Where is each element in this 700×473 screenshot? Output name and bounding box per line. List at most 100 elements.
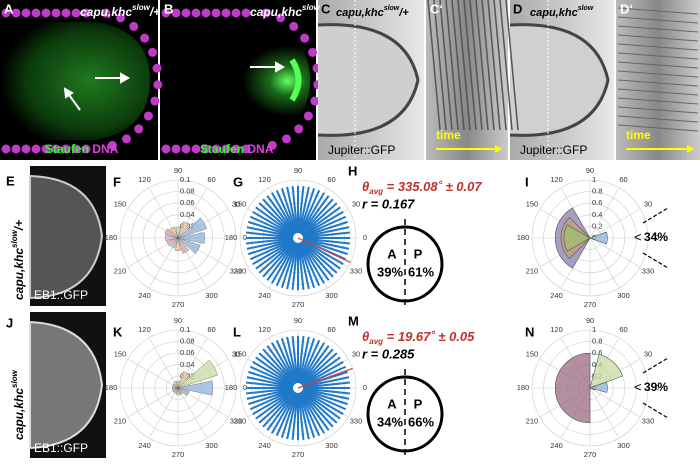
nucleus bbox=[150, 96, 160, 106]
angle-label: 120 bbox=[550, 325, 563, 334]
angle-label: 210 bbox=[114, 266, 127, 275]
angle-label: 300 bbox=[325, 291, 338, 300]
nuclei bbox=[1, 8, 323, 154]
streak bbox=[505, 0, 519, 131]
nucleus bbox=[152, 63, 162, 73]
time-label: time bbox=[626, 128, 651, 142]
nucleus bbox=[71, 144, 81, 154]
marker: Jupiter::GFP bbox=[328, 143, 395, 157]
genotype: capu,khcslow/+ bbox=[336, 5, 409, 19]
rose-bar bbox=[177, 237, 201, 254]
genotype-text: capu,khc bbox=[336, 7, 384, 19]
rose-bar bbox=[175, 227, 181, 239]
angle-label: 240 bbox=[550, 291, 563, 300]
angle-label: 0 bbox=[243, 233, 247, 242]
panel-label: N bbox=[525, 324, 534, 339]
suffix: /+ bbox=[12, 220, 26, 231]
streak bbox=[433, 0, 447, 131]
angle-label: 120 bbox=[550, 175, 563, 184]
angle-label: 330 bbox=[230, 416, 243, 425]
radial-label: 0.4 bbox=[592, 210, 602, 219]
mean-direction bbox=[297, 237, 351, 263]
angle-label: 120 bbox=[138, 175, 151, 184]
angle-label: 300 bbox=[205, 441, 218, 450]
streak bbox=[617, 61, 699, 69]
nucleus bbox=[71, 8, 81, 18]
panel-label: C‘ bbox=[430, 1, 443, 16]
streak bbox=[445, 0, 459, 131]
angle-label: 330 bbox=[642, 266, 655, 275]
suffix: /+ bbox=[149, 5, 160, 19]
angle-label: 240 bbox=[258, 441, 271, 450]
angle-label: 90 bbox=[294, 166, 302, 175]
oocyte bbox=[0, 22, 150, 140]
angle-label: 30 bbox=[232, 349, 240, 358]
genotype: capu,khcslow bbox=[530, 5, 594, 19]
vector bbox=[297, 387, 351, 395]
polar-spoke bbox=[589, 237, 641, 268]
panel-label: A bbox=[4, 1, 14, 16]
nucleus bbox=[31, 8, 41, 18]
rose-bar bbox=[177, 217, 207, 239]
angle-label: 60 bbox=[207, 175, 215, 184]
angle-label: 300 bbox=[325, 441, 338, 450]
rose-bar bbox=[177, 371, 190, 389]
nucleus bbox=[310, 96, 320, 106]
percent-mark: < bbox=[634, 229, 642, 244]
stain1: Staufen bbox=[45, 142, 89, 156]
angle-label: 240 bbox=[138, 441, 151, 450]
rose-bar bbox=[176, 380, 180, 389]
nucleus bbox=[231, 144, 241, 154]
angle-label: 300 bbox=[205, 291, 218, 300]
genotype: capu,khcslow/+ bbox=[10, 220, 26, 300]
streak bbox=[469, 0, 483, 131]
sector bbox=[554, 352, 591, 424]
mean-direction bbox=[297, 367, 353, 389]
streak bbox=[487, 0, 501, 131]
subscript: avg bbox=[369, 187, 383, 196]
panel-label: F bbox=[113, 174, 121, 189]
angle-label: 0 bbox=[243, 383, 247, 392]
stain2: DNA bbox=[247, 142, 273, 156]
streak bbox=[481, 0, 495, 131]
angle-label: 300 bbox=[617, 441, 630, 450]
nucleus bbox=[1, 144, 11, 154]
arrowhead bbox=[687, 145, 694, 153]
nucleus bbox=[21, 8, 31, 18]
polar-spoke bbox=[589, 387, 620, 439]
nucleus bbox=[282, 134, 291, 144]
streak bbox=[617, 34, 699, 42]
nucleus bbox=[276, 13, 286, 23]
genotype: capu,khcslow bbox=[250, 3, 321, 19]
nucleus bbox=[171, 144, 181, 154]
rose-bar bbox=[173, 387, 179, 394]
oocyte bbox=[29, 174, 104, 300]
radial-label: 0.6 bbox=[592, 348, 602, 357]
angle-label: 30 bbox=[644, 199, 652, 208]
genotype-text: capu,khc bbox=[12, 248, 26, 300]
angle-label: 0 bbox=[363, 233, 367, 242]
bracket bbox=[642, 207, 669, 269]
polar-spoke bbox=[589, 237, 620, 289]
percent: 39% bbox=[644, 380, 668, 394]
nucleus bbox=[1, 8, 11, 18]
rose-bar bbox=[166, 237, 179, 247]
angle-label: 270 bbox=[292, 300, 305, 309]
pct-a: 34% bbox=[377, 414, 403, 429]
sector bbox=[589, 381, 608, 393]
angle-label: 330 bbox=[642, 416, 655, 425]
radial-label: 0.2 bbox=[592, 221, 602, 230]
streak bbox=[463, 0, 477, 131]
angle-label: 90 bbox=[174, 316, 182, 325]
r-value: r = 0.285 bbox=[362, 346, 415, 361]
nucleus bbox=[11, 8, 21, 18]
oocyte bbox=[317, 23, 420, 137]
angle-label: 210 bbox=[234, 416, 247, 425]
polar-spoke bbox=[177, 387, 208, 439]
nucleus bbox=[41, 8, 51, 18]
panel-label: D bbox=[513, 1, 522, 16]
streak bbox=[457, 0, 471, 131]
nucleus bbox=[211, 8, 221, 18]
angle-label: 210 bbox=[234, 266, 247, 275]
